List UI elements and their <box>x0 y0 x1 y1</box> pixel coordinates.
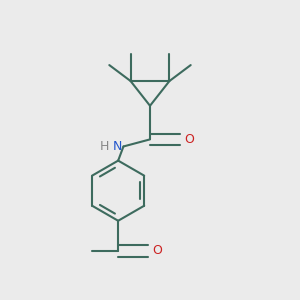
Text: N: N <box>112 140 122 153</box>
Text: H: H <box>100 140 109 153</box>
Text: O: O <box>152 244 162 257</box>
Text: O: O <box>184 133 194 146</box>
